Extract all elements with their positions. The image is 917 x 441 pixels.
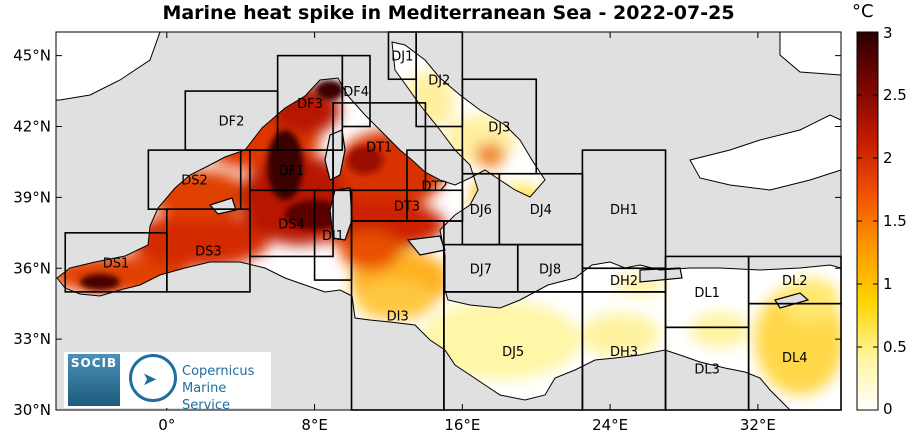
- region-label-ds4: DS4: [278, 217, 305, 232]
- region-label-dt3: DT3: [394, 200, 420, 215]
- region-label-dl4: DL4: [782, 351, 808, 366]
- logo-panel: SOCIB ➤ Copernicus Marine Service: [64, 352, 271, 413]
- region-label-dl2: DL2: [782, 274, 808, 289]
- copernicus-logo: ➤: [129, 354, 177, 402]
- y-tick-label: 33°N: [13, 330, 51, 348]
- region-box-df4: [341, 54, 371, 128]
- region-label-df3: DF3: [297, 97, 323, 112]
- colorbar-tick-label: 1.5: [883, 212, 907, 230]
- region-label-dt2: DT2: [422, 180, 448, 195]
- colorbar-tick-label: 2.5: [883, 86, 907, 104]
- colorbar-tick-label: 3: [883, 24, 893, 42]
- y-tick-label: 45°N: [13, 47, 51, 65]
- sardinia-island: [329, 187, 353, 241]
- region-label-dj2: DJ2: [428, 73, 450, 88]
- y-tick-label: 30°N: [13, 401, 51, 419]
- y-tick-label: 39°N: [13, 188, 51, 206]
- region-label-ds1: DS1: [103, 256, 130, 271]
- copernicus-name: Copernicus Marine Service: [182, 363, 271, 414]
- x-tick-label: 32°E: [740, 416, 776, 434]
- balearic-island: [208, 197, 237, 215]
- region-label-dh2: DH2: [610, 274, 638, 289]
- colorbar-tick-label: 1: [883, 275, 893, 293]
- region-label-dh3: DH3: [610, 345, 638, 360]
- region-label-dh1: DH1: [610, 203, 638, 218]
- region-label-dt1: DT1: [366, 141, 392, 156]
- y-axis: 45°N 42°N 39°N 36°N 33°N 30°N: [13, 47, 841, 419]
- map-title: Marine heat spike in Mediterranean Sea -…: [162, 2, 735, 24]
- region-label-dl1: DL1: [694, 286, 720, 301]
- region-label-dj4: DJ4: [530, 203, 552, 218]
- colorbar-tick-label: 2: [883, 149, 893, 167]
- x-tick-label: 0°: [158, 416, 175, 434]
- colorbar-tick-label: 0: [883, 400, 893, 418]
- socib-logo-text: SOCIB: [70, 356, 118, 370]
- map-frame: [55, 31, 842, 411]
- region-label-dj1: DJ1: [391, 50, 413, 65]
- region-label-di1: DI1: [322, 229, 344, 244]
- region-label-dj3: DJ3: [488, 121, 510, 136]
- coastline: [56, 41, 842, 411]
- region-label-df4: DF4: [343, 85, 369, 100]
- region-label-dj7: DJ7: [470, 262, 492, 277]
- region-label-ds2: DS2: [181, 174, 208, 189]
- x-tick-label: 24°E: [592, 416, 628, 434]
- x-tick-label: 16°E: [444, 416, 480, 434]
- socib-logo: SOCIB: [68, 354, 120, 406]
- y-tick-label: 36°N: [13, 259, 51, 277]
- copernicus-name-line1: Copernicus: [182, 364, 255, 379]
- fish-icon: ➤: [142, 369, 158, 390]
- region-label-df1: DF1: [279, 164, 305, 179]
- region-label-dj8: DJ8: [539, 262, 561, 277]
- x-tick-label: 8°E: [301, 416, 328, 434]
- colorbar-unit: °C: [852, 1, 874, 22]
- region-label-ds3: DS3: [195, 245, 222, 260]
- region-label-dl3: DL3: [694, 363, 720, 378]
- region-label-df2: DF2: [219, 115, 245, 130]
- colorbar-tick-label: 0.5: [883, 338, 907, 356]
- sicily-island: [406, 235, 446, 256]
- region-label-di3: DI3: [387, 310, 409, 325]
- islands: [208, 129, 810, 309]
- region-label-dj5: DJ5: [502, 345, 524, 360]
- y-tick-label: 42°N: [13, 118, 51, 136]
- colorbar-ticks: 3 2.5 2 1.5 1 0.5 0: [857, 24, 907, 418]
- crete-island: [639, 267, 683, 283]
- atlantic-ocean: [55, 31, 161, 101]
- region-label-dj6: DJ6: [470, 203, 492, 218]
- copernicus-name-line2: Marine Service: [182, 381, 231, 413]
- x-axis: 0° 8°E 16°E 24°E 32°E: [158, 32, 776, 434]
